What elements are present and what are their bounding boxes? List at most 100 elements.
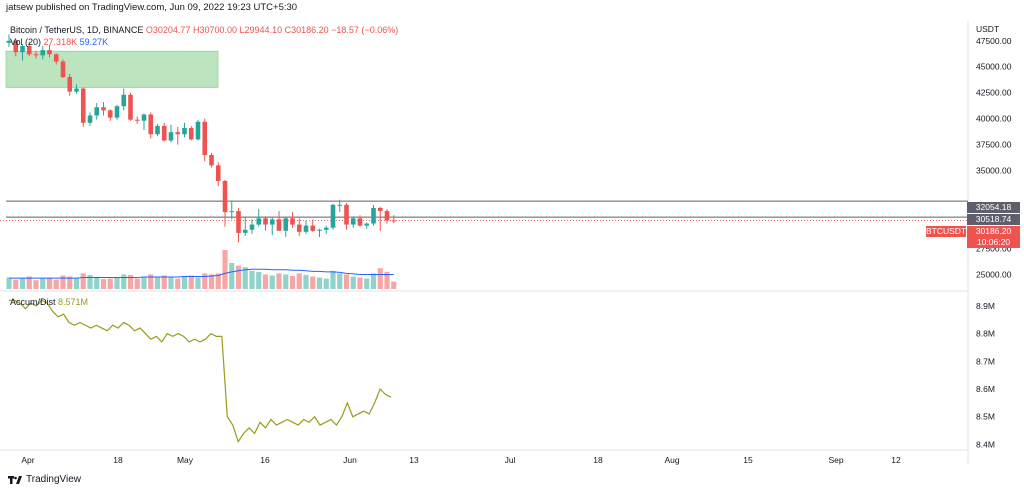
candle-body	[128, 94, 133, 120]
candle-body	[337, 204, 343, 206]
ohlc-change: −18.57 (−0.06%)	[331, 25, 399, 35]
candle-body	[371, 207, 376, 224]
candle-body	[310, 225, 316, 231]
time-tick-label: Apr	[21, 455, 34, 465]
volume-bar	[269, 275, 275, 289]
time-tick-label: 15	[743, 455, 753, 465]
volume-bar	[19, 278, 26, 289]
volume-bar	[6, 277, 12, 289]
volume-bar	[107, 278, 113, 289]
candle-body	[391, 220, 397, 222]
candle-body	[168, 132, 174, 141]
volume-bar	[60, 275, 66, 289]
time-tick-label: May	[177, 455, 194, 465]
price-tick-label: 35000.00	[976, 166, 1012, 176]
brand-name: TradingView	[26, 474, 82, 485]
candle-body	[47, 50, 52, 55]
volume-bar	[283, 274, 289, 289]
volume-bar	[303, 274, 309, 289]
volume-bar	[242, 267, 248, 289]
candle-body	[344, 204, 349, 225]
price-tick-label: 45000.00	[976, 62, 1012, 72]
accum-dist-label: Accum/Dist	[10, 297, 56, 307]
candle-body	[195, 121, 201, 140]
ohlc-close: C30186.20	[284, 25, 329, 35]
candle-body	[276, 219, 282, 231]
volume-bar	[364, 278, 370, 289]
candle-body	[350, 218, 356, 225]
candle-body	[249, 224, 255, 230]
volume-bar	[316, 277, 323, 289]
candle-layer	[6, 34, 397, 243]
volume-value: 27.318K	[43, 37, 78, 47]
ohlc-open: O30204.77	[145, 25, 191, 35]
symbol-title: Bitcoin / TetherUS, 1D, BINANCE	[10, 25, 144, 35]
volume-bar	[296, 273, 302, 289]
symbol-legend[interactable]: Bitcoin / TetherUS, 1D, BINANCE O30204.7…	[10, 25, 398, 35]
candle-body	[60, 61, 66, 78]
price-tick-label: 42500.00	[976, 88, 1012, 98]
volume-bar	[256, 271, 262, 289]
candle-body	[175, 132, 181, 135]
volume-bar	[222, 250, 228, 289]
volume-bar	[343, 274, 350, 289]
candle-body	[290, 218, 295, 225]
candle-body	[229, 211, 235, 213]
candle-body	[101, 107, 106, 111]
volume-bar	[215, 273, 221, 289]
time-tick-label: Jun	[343, 455, 357, 465]
volume-bar	[370, 273, 377, 289]
volume-bar	[154, 276, 161, 289]
volume-bar	[94, 277, 100, 289]
price-tick-label: 27500.00	[976, 243, 1012, 253]
volume-bar	[168, 277, 174, 289]
candle-body	[377, 207, 383, 212]
candle-body	[20, 45, 25, 53]
volume-legend[interactable]: Vol (20) 27.318K 59.27K	[10, 37, 108, 47]
volume-bar	[391, 281, 397, 289]
price-tick-label: 40000.00	[976, 114, 1012, 124]
candle-body	[330, 204, 336, 228]
time-tick-label: Aug	[664, 455, 679, 465]
volume-bar	[330, 270, 336, 289]
support-price-tag: 30518.74	[967, 214, 1020, 225]
volume-bar	[188, 275, 194, 289]
volume-bar	[40, 278, 46, 289]
accum-dist-layer	[9, 299, 392, 444]
volume-bar	[134, 278, 140, 289]
volume-bar	[175, 278, 181, 289]
candle-body	[236, 211, 241, 233]
volume-bar	[13, 279, 19, 289]
volume-bar	[357, 277, 363, 289]
candle-body	[188, 128, 194, 140]
candle-body	[40, 50, 46, 56]
footer-brand[interactable]: TradingView	[8, 474, 81, 485]
candle-body	[384, 211, 390, 221]
volume-bar	[121, 274, 127, 289]
time-tick-label: 12	[891, 455, 901, 465]
volume-bar	[208, 274, 215, 289]
volume-bar	[100, 279, 107, 289]
volume-bar	[67, 276, 73, 289]
volume-bar	[289, 276, 296, 289]
candle-body	[323, 227, 329, 230]
price-tick-label: 25000.00	[976, 269, 1012, 279]
accum-dist-legend[interactable]: Accum/Dist 8.571M	[10, 297, 88, 307]
volume-ma-line	[9, 268, 394, 279]
candle-body	[33, 54, 39, 56]
candle-body	[357, 218, 363, 226]
candle-body	[155, 125, 160, 135]
time-tick-label: 18	[113, 455, 123, 465]
candle-body	[202, 121, 208, 155]
time-tick-label: Jul	[505, 455, 516, 465]
volume-bar	[80, 273, 86, 289]
volume-bar	[195, 277, 201, 289]
accum-dist-tick-label: 8.6M	[976, 384, 995, 394]
volume-bar	[229, 263, 235, 289]
level-layer	[0, 200, 968, 221]
volume-bar	[87, 274, 93, 289]
candle-body	[87, 115, 93, 123]
candle-body	[6, 40, 12, 43]
candle-body	[209, 155, 214, 166]
